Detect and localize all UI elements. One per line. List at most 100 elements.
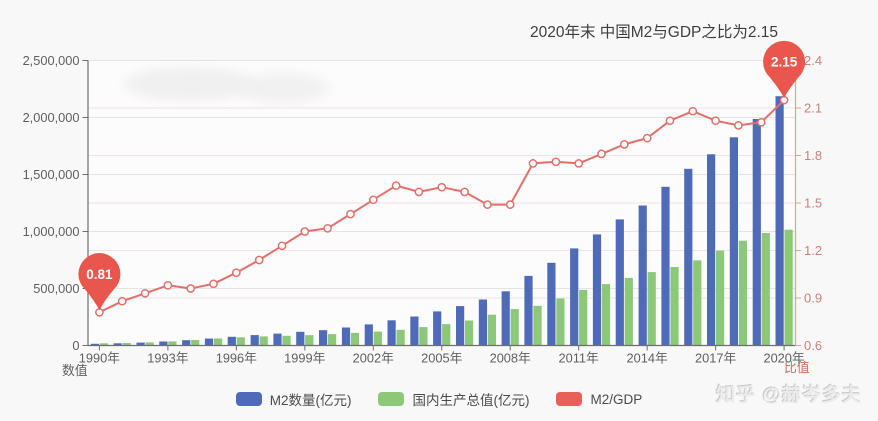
m2-bar-2005[interactable]: [433, 311, 442, 346]
gdp-bar-1998[interactable]: [282, 335, 291, 346]
y-axis-label: 2,000,000: [23, 110, 80, 125]
m2-bar-2014[interactable]: [638, 205, 647, 346]
gdp-bar-2007[interactable]: [487, 314, 496, 346]
m2-bar-2020[interactable]: [775, 96, 784, 346]
gdp-bar-1990[interactable]: [99, 343, 108, 346]
ratio-point-2000[interactable]: [323, 223, 332, 233]
ratio-point-2018[interactable]: [734, 121, 743, 130]
watermark: 知乎 @赫岑多夫: [716, 385, 862, 406]
gdp-bar-2015[interactable]: [670, 267, 679, 346]
gdp-bar-2009[interactable]: [533, 305, 542, 346]
ratio-point-2013[interactable]: [619, 140, 629, 149]
ratio-point-1998[interactable]: [277, 241, 287, 251]
ratio-point-2017[interactable]: [711, 116, 720, 126]
m2-bar-1998[interactable]: [273, 333, 282, 346]
m2-bar-2018[interactable]: [729, 137, 738, 346]
m2-bar-1993[interactable]: [159, 341, 168, 346]
ratio-point-1994[interactable]: [186, 284, 196, 293]
annotation-pin: [763, 40, 806, 99]
ratio-point-2015[interactable]: [665, 116, 675, 126]
gdp-bar-1999[interactable]: [305, 335, 314, 346]
gdp-bar-1994[interactable]: [191, 340, 200, 346]
gdp-bar-2013[interactable]: [624, 277, 633, 346]
m2-bar-2007[interactable]: [478, 299, 487, 346]
ratio-point-1991[interactable]: [117, 296, 127, 306]
gdp-bar-2019[interactable]: [761, 233, 770, 346]
m2-bar-2017[interactable]: [707, 154, 716, 346]
m2-bar-2001[interactable]: [341, 327, 351, 346]
gdp-bar-1992[interactable]: [145, 342, 154, 346]
gdp-bar-1997[interactable]: [259, 336, 268, 346]
m2-bar-2010[interactable]: [547, 262, 556, 346]
gdp-bar-2014[interactable]: [647, 272, 656, 346]
x-axis-label: 1993年: [147, 351, 188, 366]
gdp-bar-2003[interactable]: [396, 329, 405, 346]
gdp-bar-2004[interactable]: [419, 327, 428, 346]
gdp-bar-2002[interactable]: [373, 331, 382, 346]
m2-bar-2013[interactable]: [615, 219, 624, 346]
gdp-bar-1995[interactable]: [213, 338, 223, 346]
m2-bar-2009[interactable]: [524, 275, 533, 346]
gdp-bar-2020[interactable]: [784, 229, 793, 346]
ratio-point-2005[interactable]: [437, 182, 447, 192]
gdp-bar-2006[interactable]: [465, 320, 474, 346]
m2-bar-1991[interactable]: [113, 343, 122, 346]
gdp-bar-2000[interactable]: [328, 334, 337, 346]
ratio-point-1999[interactable]: [300, 227, 310, 236]
ratio-point-2009[interactable]: [528, 159, 538, 168]
m2-bar-2004[interactable]: [410, 316, 419, 346]
ratio-point-1993[interactable]: [163, 280, 173, 290]
ratio-point-2011[interactable]: [574, 159, 584, 168]
gdp-bar-2005[interactable]: [442, 324, 451, 346]
m2-bar-1997[interactable]: [250, 335, 259, 346]
m2-bar-2002[interactable]: [364, 324, 373, 346]
ratio-point-2012[interactable]: [597, 149, 606, 159]
ratio-point-2004[interactable]: [414, 187, 424, 197]
ratio-point-2010[interactable]: [551, 157, 561, 167]
m2-bar-2012[interactable]: [592, 234, 602, 346]
ratio-point-2016[interactable]: [688, 106, 698, 116]
m2-bar-1990[interactable]: [90, 343, 99, 346]
m2-bar-1999[interactable]: [296, 331, 305, 346]
m2-bar-1994[interactable]: [182, 340, 191, 346]
ratio-point-2003[interactable]: [391, 181, 401, 190]
legend-item-gdp[interactable]: 国内生产总值(亿元): [378, 389, 529, 409]
ratio-point-2006[interactable]: [460, 187, 469, 197]
ratio-point-1992[interactable]: [140, 288, 150, 298]
m2-bar-2008[interactable]: [501, 291, 510, 346]
ratio-point-2019[interactable]: [756, 117, 766, 127]
gdp-bar-2010[interactable]: [556, 298, 565, 346]
m2-bar-2011[interactable]: [570, 248, 579, 346]
ratio-point-2007[interactable]: [483, 200, 492, 209]
ratio-point-2008[interactable]: [505, 200, 515, 209]
gdp-bar-2011[interactable]: [579, 289, 588, 346]
ratio-point-2002[interactable]: [368, 195, 378, 205]
m2-bar-1995[interactable]: [204, 338, 214, 346]
legend-item-ratio[interactable]: M2/GDP: [556, 392, 642, 407]
gdp-bar-2012[interactable]: [601, 284, 611, 346]
m2-bar-2006[interactable]: [456, 306, 465, 346]
gdp-bar-1996[interactable]: [236, 337, 245, 346]
ratio-point-1997[interactable]: [254, 255, 264, 265]
m2-bar-2003[interactable]: [387, 320, 396, 346]
ratio-point-1996[interactable]: [231, 268, 241, 278]
m2-bar-1992[interactable]: [136, 342, 145, 346]
gdp-bar-2008[interactable]: [510, 309, 519, 346]
gdp-bar-2001[interactable]: [350, 332, 360, 346]
gdp-bar-1993[interactable]: [168, 341, 177, 346]
ratio-point-2001[interactable]: [346, 209, 355, 219]
gdp-bar-2016[interactable]: [693, 260, 702, 346]
m2-bar-2015[interactable]: [661, 186, 670, 346]
m2-bar-1996[interactable]: [227, 336, 236, 346]
ratio-point-2014[interactable]: [642, 133, 652, 143]
m2-bar-2019[interactable]: [752, 119, 761, 346]
m2-bar-2016[interactable]: [684, 168, 693, 346]
gdp-bar-1991[interactable]: [122, 343, 131, 346]
gdp-bar-2018[interactable]: [738, 240, 747, 346]
m2-bar-2000[interactable]: [319, 330, 328, 346]
ratio-point-1995[interactable]: [209, 279, 218, 289]
gdp-bar-2017[interactable]: [716, 250, 725, 346]
x-axis-label: 2002年: [353, 351, 394, 366]
legend-item-m2[interactable]: M2数量(亿元): [235, 389, 351, 409]
